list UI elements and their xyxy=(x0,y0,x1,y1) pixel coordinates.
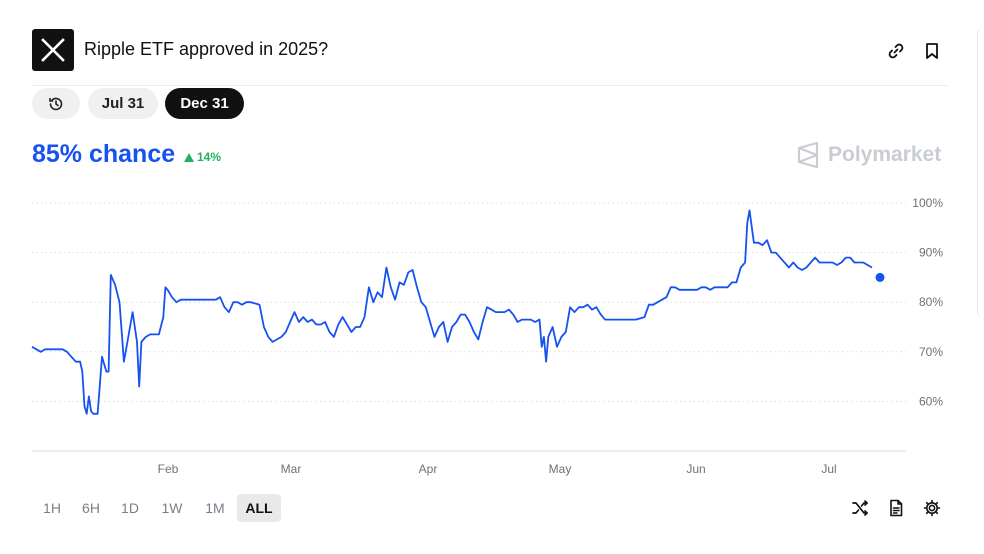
y-tick-label: 70% xyxy=(919,345,943,359)
history-icon xyxy=(49,97,63,110)
tab-dec-31[interactable]: Dec 31 xyxy=(165,88,244,119)
range-all[interactable]: ALL xyxy=(237,494,281,522)
x-tick-label: Jul xyxy=(821,462,836,476)
polymarket-brand: Polymarket xyxy=(796,142,941,168)
x-tick-label: Apr xyxy=(419,462,438,476)
history-button[interactable] xyxy=(32,88,80,119)
x-tick-label: Jun xyxy=(686,462,705,476)
y-tick-label: 100% xyxy=(912,196,943,210)
triangle-up-icon xyxy=(184,152,194,162)
x-tick-label: Mar xyxy=(281,462,302,476)
price-chart: 60% 70% 80% 90% 100% Feb Mar Apr May Jun Jul xyxy=(31,196,943,476)
range-1h[interactable]: 1H xyxy=(43,500,61,516)
brand-name: Polymarket xyxy=(828,143,942,166)
document-icon[interactable] xyxy=(886,498,906,518)
y-tick-label: 60% xyxy=(919,394,943,408)
range-1d[interactable]: 1D xyxy=(121,500,139,516)
y-tick-label: 90% xyxy=(919,246,943,260)
right-panel-edge xyxy=(977,28,984,318)
x-logo-icon xyxy=(32,29,74,71)
bookmark-icon[interactable] xyxy=(921,40,943,62)
current-point-marker xyxy=(875,272,885,282)
range-1m[interactable]: 1M xyxy=(205,500,225,516)
tab-jul-31[interactable]: Jul 31 xyxy=(88,88,158,119)
header-divider xyxy=(32,85,948,86)
gear-icon[interactable] xyxy=(922,498,942,518)
range-1w[interactable]: 1W xyxy=(161,500,183,516)
range-6h[interactable]: 6H xyxy=(82,500,100,516)
polymarket-logo-icon xyxy=(797,142,819,168)
series-line xyxy=(31,209,873,415)
chance-value: 85% chance xyxy=(32,140,176,168)
x-tick-label: May xyxy=(549,462,572,476)
change-value: 14% xyxy=(197,150,222,164)
x-tick-label: Feb xyxy=(158,462,179,476)
y-tick-label: 80% xyxy=(919,295,943,309)
change-badge: 14% xyxy=(184,150,221,164)
shuffle-icon[interactable] xyxy=(850,498,870,518)
market-title: Ripple ETF approved in 2025? xyxy=(84,39,329,59)
link-icon[interactable] xyxy=(885,40,907,62)
